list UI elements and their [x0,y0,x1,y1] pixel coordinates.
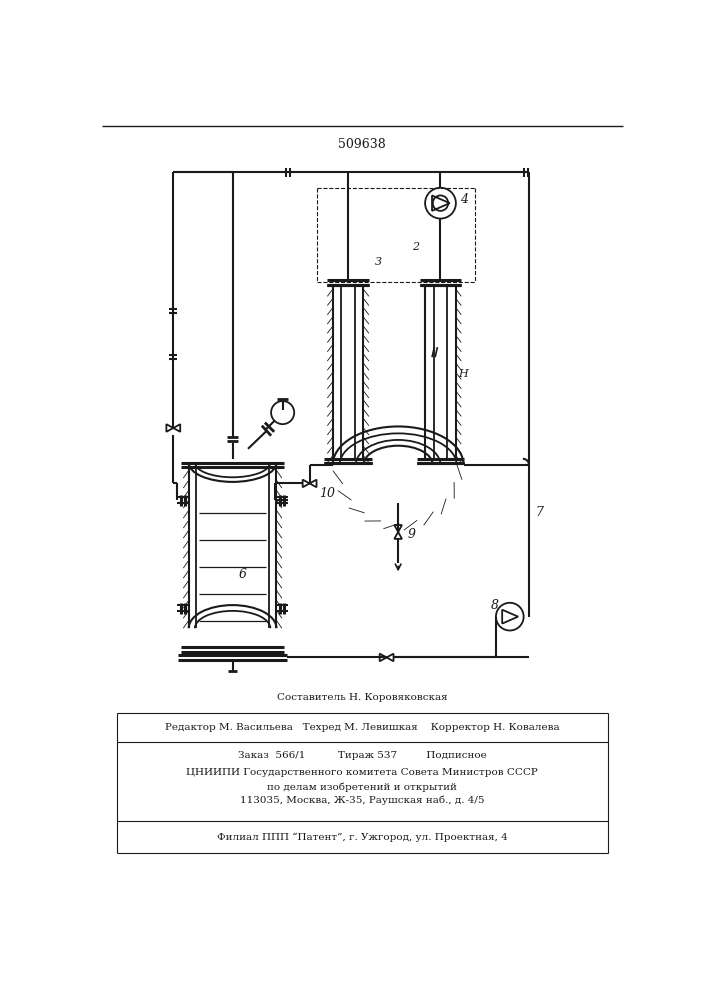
Text: Заказ  566/1          Тираж 537         Подписное: Заказ 566/1 Тираж 537 Подписное [238,751,486,760]
Text: 2: 2 [412,242,419,252]
Text: H: H [458,369,468,379]
Text: Составитель Н. Коровяковская: Составитель Н. Коровяковская [276,693,448,702]
Text: 9: 9 [407,528,416,541]
Text: 509638: 509638 [338,138,386,151]
Polygon shape [310,480,317,487]
Polygon shape [380,654,387,661]
Text: 7: 7 [535,506,543,519]
Text: по делам изобретений и открытий: по делам изобретений и открытий [267,782,457,792]
Text: 6: 6 [239,568,247,581]
Circle shape [425,188,456,219]
Text: 10: 10 [320,487,336,500]
Polygon shape [432,195,450,211]
Polygon shape [395,525,402,532]
Circle shape [496,603,524,631]
Text: 113035, Москва, Ж-35, Раушская наб., д. 4/5: 113035, Москва, Ж-35, Раушская наб., д. … [240,796,484,805]
Polygon shape [387,654,394,661]
Text: 8: 8 [491,599,498,612]
Text: Филиал ППП “Патент”, г. Ужгород, ул. Проектная, 4: Филиал ППП “Патент”, г. Ужгород, ул. Про… [216,832,508,842]
Polygon shape [166,424,173,432]
Text: Редактор М. Васильева   Техред М. Левишкая    Корректор Н. Ковалева: Редактор М. Васильева Техред М. Левишкая… [165,723,559,732]
Polygon shape [395,532,402,539]
Text: ЦНИИПИ Государственного комитета Совета Министров СССР: ЦНИИПИ Государственного комитета Совета … [186,768,538,777]
Text: 4: 4 [460,193,468,206]
Polygon shape [173,424,180,432]
Polygon shape [303,480,310,487]
Text: 3: 3 [375,257,382,267]
Circle shape [271,401,294,424]
Polygon shape [502,610,518,624]
